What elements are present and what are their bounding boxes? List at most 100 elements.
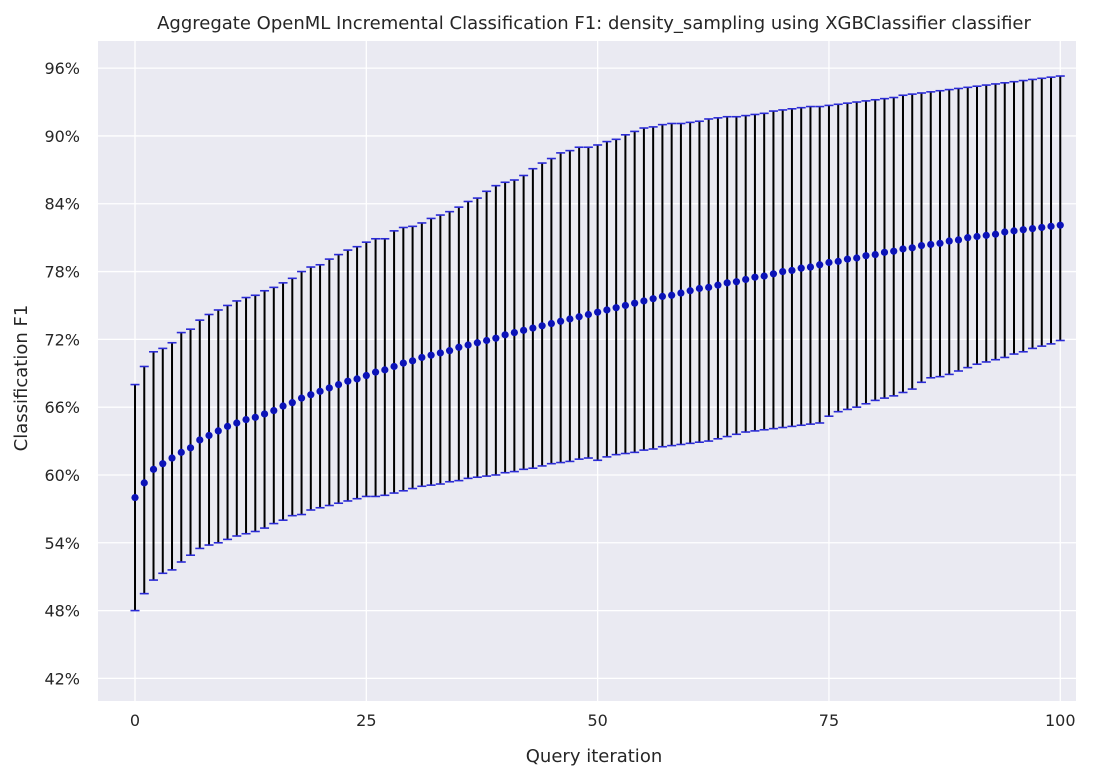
data-point xyxy=(584,310,592,319)
data-point xyxy=(779,267,787,276)
data-point xyxy=(436,349,444,357)
data-point xyxy=(529,324,537,332)
y-tick-label: 72% xyxy=(44,330,80,349)
data-point xyxy=(288,399,296,407)
data-point xyxy=(853,254,861,262)
data-point xyxy=(168,454,176,462)
data-point xyxy=(473,339,481,347)
y-tick-label: 84% xyxy=(44,195,80,214)
y-axis-label: Classification F1 xyxy=(11,305,32,452)
data-point xyxy=(705,283,713,291)
x-tick-label: 25 xyxy=(356,711,376,730)
data-point xyxy=(538,322,546,330)
data-point xyxy=(344,377,352,385)
data-point xyxy=(223,422,232,430)
data-point xyxy=(760,272,768,280)
x-tick-labels: 0 25 50 75 100 xyxy=(130,711,1076,730)
y-tick-labels: 42% 48% 54% 60% 66% 72% 78% 84% 90% 96% xyxy=(44,59,80,688)
data-point xyxy=(927,240,935,249)
data-point xyxy=(603,306,611,314)
data-point xyxy=(917,241,926,250)
data-point xyxy=(1010,227,1018,235)
data-point xyxy=(954,236,963,244)
data-point xyxy=(334,380,343,389)
data-point xyxy=(242,415,250,424)
data-point xyxy=(214,427,222,435)
data-point xyxy=(547,319,555,328)
y-tick-label: 48% xyxy=(44,602,80,621)
error-bars xyxy=(130,75,1065,612)
data-point xyxy=(862,252,870,260)
x-tick-label: 75 xyxy=(819,711,839,730)
data-point xyxy=(390,362,398,371)
data-point xyxy=(270,406,278,415)
data-point xyxy=(668,291,676,299)
data-point xyxy=(408,357,417,365)
data-point xyxy=(834,257,842,265)
data-point xyxy=(658,292,667,301)
mean-points xyxy=(131,221,1064,502)
data-point xyxy=(233,419,241,427)
data-point xyxy=(732,278,741,286)
data-point xyxy=(677,289,685,297)
data-point xyxy=(825,258,833,267)
data-point xyxy=(908,244,916,252)
data-point xyxy=(455,343,463,351)
data-point xyxy=(640,297,648,305)
data-point xyxy=(1038,223,1046,232)
data-point xyxy=(806,263,815,271)
data-point xyxy=(418,353,426,362)
data-point xyxy=(149,465,158,473)
y-tick-label: 54% xyxy=(44,534,80,553)
data-point xyxy=(751,273,759,281)
data-point xyxy=(371,368,380,376)
data-point xyxy=(575,313,583,321)
data-point xyxy=(843,255,852,263)
data-point xyxy=(196,436,204,444)
data-point xyxy=(788,266,796,275)
data-point xyxy=(483,336,491,345)
data-point xyxy=(399,359,407,367)
y-tick-label: 42% xyxy=(44,669,80,688)
data-point xyxy=(1047,222,1055,230)
x-tick-label: 50 xyxy=(587,711,607,730)
data-point xyxy=(566,315,574,323)
data-point xyxy=(316,387,324,395)
data-point xyxy=(936,239,944,247)
data-point xyxy=(159,460,167,468)
data-point xyxy=(695,284,704,293)
data-point xyxy=(362,371,370,380)
data-point xyxy=(279,402,287,410)
data-point xyxy=(177,448,185,456)
data-point xyxy=(594,308,602,316)
data-point xyxy=(140,479,148,487)
data-point xyxy=(1001,228,1009,236)
data-point xyxy=(631,299,639,307)
data-point xyxy=(880,248,889,256)
y-tick-label: 78% xyxy=(44,263,80,282)
data-point xyxy=(816,261,824,269)
data-point xyxy=(1028,225,1037,233)
data-point xyxy=(1056,221,1064,229)
data-point xyxy=(427,351,435,359)
data-point xyxy=(621,301,629,310)
data-point xyxy=(260,410,269,418)
data-point xyxy=(307,391,315,399)
data-point xyxy=(742,275,750,284)
data-point xyxy=(649,295,657,303)
data-point xyxy=(251,413,259,421)
x-tick-label: 0 xyxy=(130,711,140,730)
data-point xyxy=(723,279,731,287)
data-point xyxy=(353,375,361,383)
data-point xyxy=(982,231,990,239)
data-point xyxy=(890,247,898,255)
data-point xyxy=(520,326,528,334)
plot-area xyxy=(98,41,1076,701)
data-point xyxy=(991,230,1000,238)
chart-title: Aggregate OpenML Incremental Classificat… xyxy=(157,13,1031,34)
data-point xyxy=(973,232,981,241)
data-point xyxy=(186,444,195,452)
x-tick-label: 100 xyxy=(1045,711,1076,730)
data-point xyxy=(714,281,722,289)
data-point xyxy=(686,287,694,295)
